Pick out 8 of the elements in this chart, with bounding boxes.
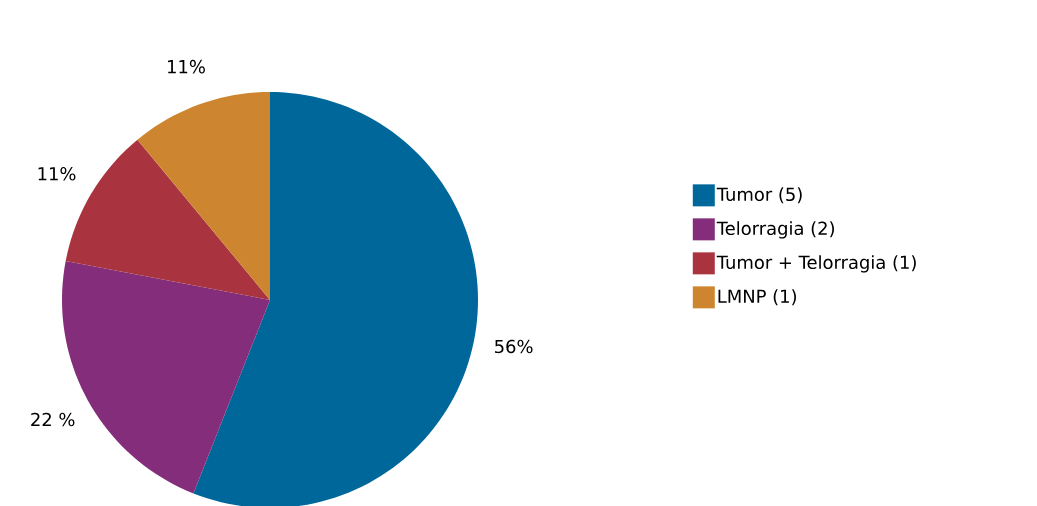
legend-label: Telorragia (2) <box>716 221 835 239</box>
data-label: 22 % <box>31 412 75 427</box>
legend-label: LMNP (1) <box>718 289 797 306</box>
data-label: 56% <box>495 339 533 354</box>
data-label: 11% <box>38 166 76 181</box>
legend-label: Tumor + Telorragia (1) <box>716 255 916 273</box>
data-label: 11% <box>168 59 205 74</box>
legend-label: Tumor (5) <box>716 187 802 204</box>
